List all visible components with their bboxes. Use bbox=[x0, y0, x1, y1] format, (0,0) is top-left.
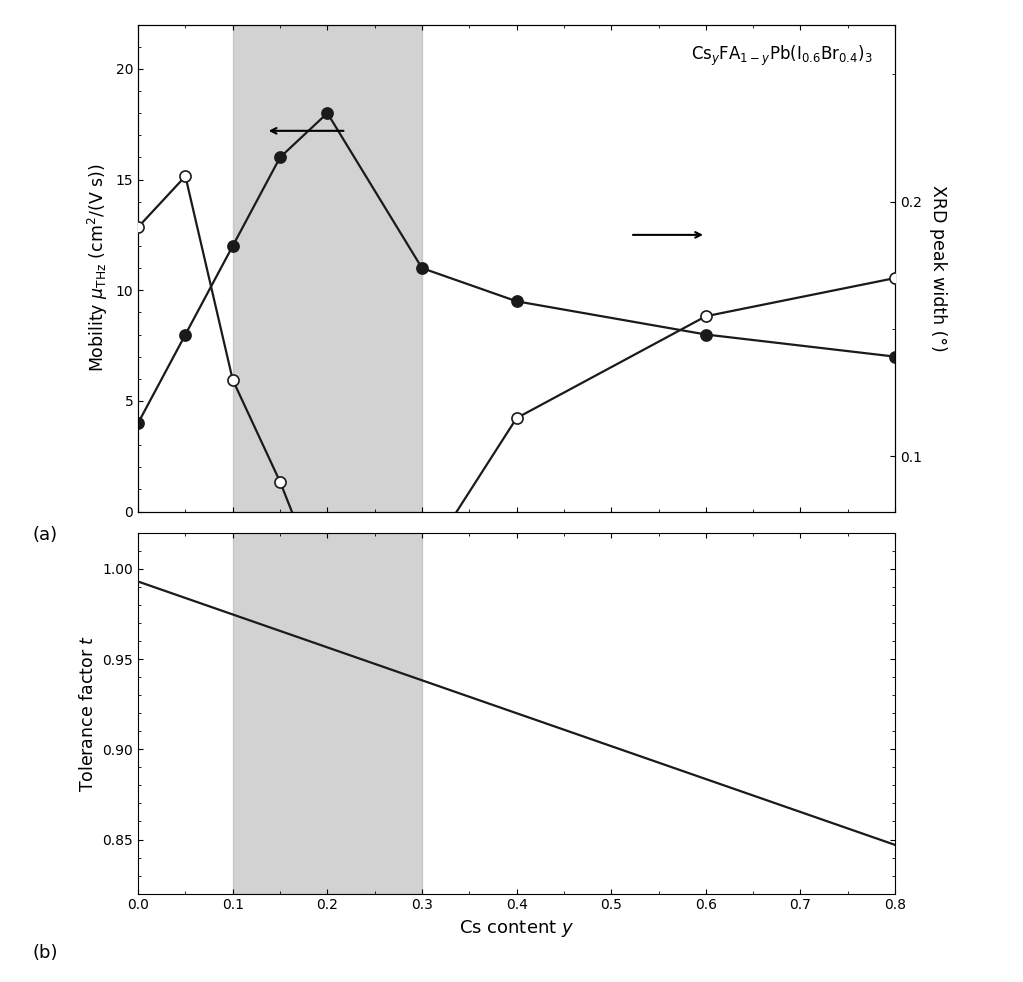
Bar bbox=[233, 25, 421, 512]
Text: (a): (a) bbox=[32, 526, 57, 544]
Y-axis label: Tolerance factor $t$: Tolerance factor $t$ bbox=[79, 634, 97, 791]
Y-axis label: Mobility $\mu_{\mathrm{THz}}$ (cm$^2$/(V s)): Mobility $\mu_{\mathrm{THz}}$ (cm$^2$/(V… bbox=[86, 164, 110, 372]
Text: Cs$_y$FA$_{1-y}$Pb(I$_{0.6}$Br$_{0.4}$)$_3$: Cs$_y$FA$_{1-y}$Pb(I$_{0.6}$Br$_{0.4}$)$… bbox=[691, 44, 873, 68]
Bar bbox=[233, 533, 421, 894]
Text: (b): (b) bbox=[32, 944, 57, 962]
Y-axis label: XRD peak width (°): XRD peak width (°) bbox=[929, 185, 947, 352]
X-axis label: Cs content $y$: Cs content $y$ bbox=[459, 918, 574, 939]
